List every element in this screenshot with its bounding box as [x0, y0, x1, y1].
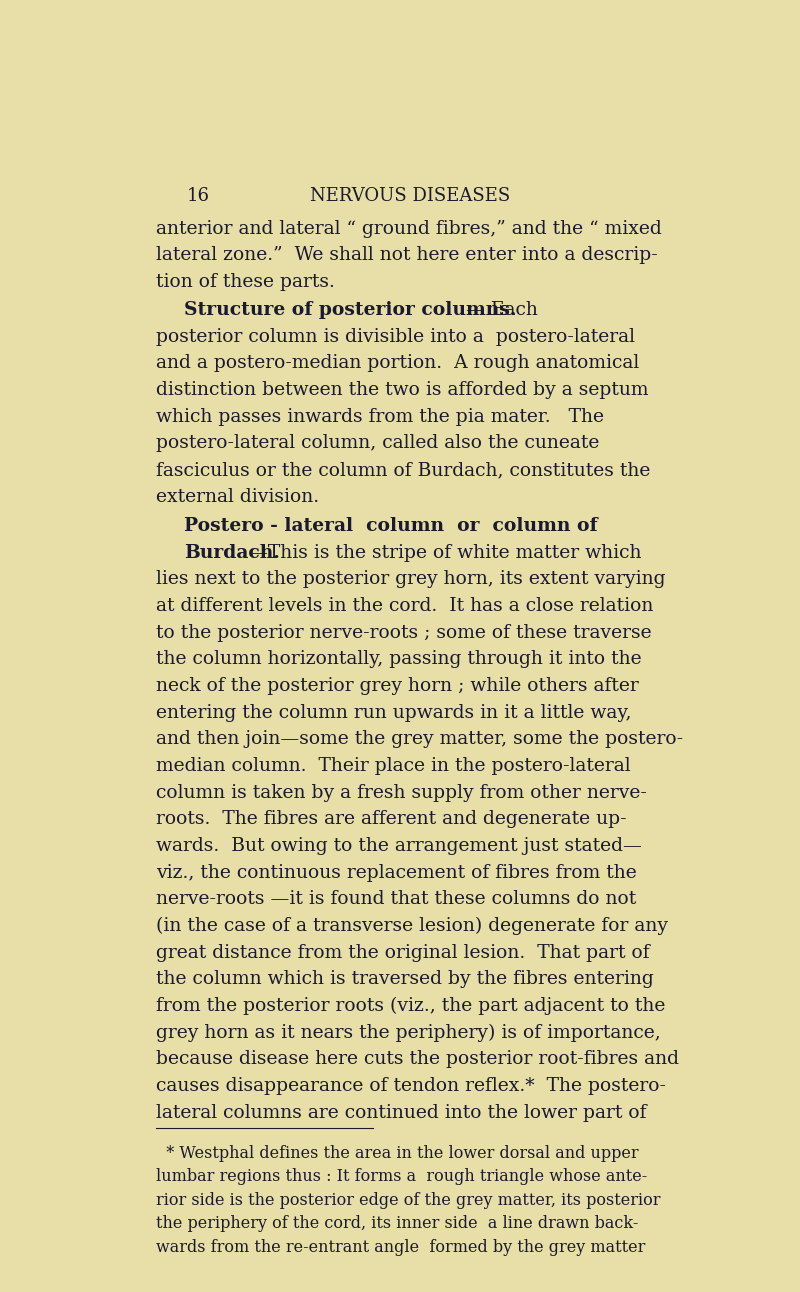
Text: lies next to the posterior grey horn, its extent varying: lies next to the posterior grey horn, it… [156, 570, 666, 588]
Text: wards.  But owing to the arrangement just stated—: wards. But owing to the arrangement just… [156, 837, 642, 855]
Text: * Westphal defines the area in the lower dorsal and upper: * Westphal defines the area in the lower… [156, 1145, 638, 1162]
Text: column is taken by a fresh supply from other nerve-: column is taken by a fresh supply from o… [156, 784, 646, 801]
Text: from the posterior roots (viz., the part adjacent to the: from the posterior roots (viz., the part… [156, 997, 665, 1016]
Text: distinction between the two is afforded by a septum: distinction between the two is afforded … [156, 381, 648, 399]
Text: viz., the continuous replacement of fibres from the: viz., the continuous replacement of fibr… [156, 863, 637, 881]
Text: Burdach.: Burdach. [184, 544, 279, 562]
Text: median column.  Their place in the postero-lateral: median column. Their place in the poster… [156, 757, 630, 775]
Text: lateral zone.”  We shall not here enter into a descrip-: lateral zone.” We shall not here enter i… [156, 247, 658, 265]
Text: and then join—some the grey matter, some the postero-: and then join—some the grey matter, some… [156, 730, 683, 748]
Text: Structure of posterior columns.: Structure of posterior columns. [184, 301, 516, 319]
Text: posterior column is divisible into a  postero-lateral: posterior column is divisible into a pos… [156, 328, 635, 346]
Text: tion of these parts.: tion of these parts. [156, 273, 334, 291]
Text: and a postero-median portion.  A rough anatomical: and a postero-median portion. A rough an… [156, 354, 639, 372]
Text: postero-lateral column, called also the cuneate: postero-lateral column, called also the … [156, 434, 599, 452]
Text: at different levels in the cord.  It has a close relation: at different levels in the cord. It has … [156, 597, 653, 615]
Text: (in the case of a transverse lesion) degenerate for any: (in the case of a transverse lesion) deg… [156, 917, 668, 935]
Text: lateral columns are continued into the lower part of: lateral columns are continued into the l… [156, 1103, 646, 1121]
Text: grey horn as it nears the periphery) is of importance,: grey horn as it nears the periphery) is … [156, 1023, 661, 1041]
Text: — Each: — Each [459, 301, 538, 319]
Text: anterior and lateral “ ground fibres,” and the “ mixed: anterior and lateral “ ground fibres,” a… [156, 220, 662, 238]
Text: roots.  The fibres are afferent and degenerate up-: roots. The fibres are afferent and degen… [156, 810, 626, 828]
Text: wards from the re-entrant angle  formed by the grey matter: wards from the re-entrant angle formed b… [156, 1239, 645, 1256]
Text: because disease here cuts the posterior root-fibres and: because disease here cuts the posterior … [156, 1050, 678, 1068]
Text: —This is the stripe of white matter which: —This is the stripe of white matter whic… [249, 544, 642, 562]
Text: causes disappearance of tendon reflex.*  The postero-: causes disappearance of tendon reflex.* … [156, 1076, 666, 1094]
Text: nerve-roots —it is found that these columns do not: nerve-roots —it is found that these colu… [156, 890, 636, 908]
Text: fasciculus or the column of Burdach, constitutes the: fasciculus or the column of Burdach, con… [156, 461, 650, 479]
Text: entering the column run upwards in it a little way,: entering the column run upwards in it a … [156, 704, 631, 722]
Text: rior side is the posterior edge of the grey matter, its posterior: rior side is the posterior edge of the g… [156, 1191, 660, 1209]
Text: neck of the posterior grey horn ; while others after: neck of the posterior grey horn ; while … [156, 677, 638, 695]
Text: to the posterior nerve-roots ; some of these traverse: to the posterior nerve-roots ; some of t… [156, 624, 651, 642]
Text: lumbar regions thus : It forms a  rough triangle whose ante-: lumbar regions thus : It forms a rough t… [156, 1168, 647, 1185]
Text: Postero - lateral  column  or  column of: Postero - lateral column or column of [184, 517, 598, 535]
Text: the column horizontally, passing through it into the: the column horizontally, passing through… [156, 650, 642, 668]
Text: external division.: external division. [156, 487, 319, 505]
Text: the column which is traversed by the fibres entering: the column which is traversed by the fib… [156, 970, 654, 988]
Text: 16: 16 [187, 187, 210, 205]
Text: the periphery of the cord, its inner side  a line drawn back-: the periphery of the cord, its inner sid… [156, 1216, 638, 1233]
Text: which passes inwards from the pia mater.   The: which passes inwards from the pia mater.… [156, 408, 604, 425]
Text: NERVOUS DISEASES: NERVOUS DISEASES [310, 187, 510, 205]
Text: great distance from the original lesion.  That part of: great distance from the original lesion.… [156, 943, 650, 961]
